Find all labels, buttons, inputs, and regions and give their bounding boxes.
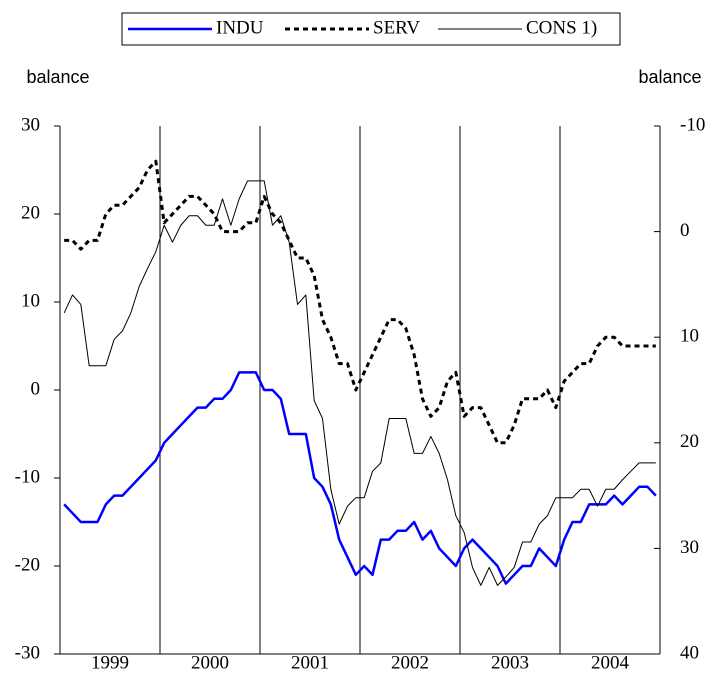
y-tick-label: 10 — [21, 290, 40, 311]
y2-tick-label: -10 — [680, 114, 705, 135]
y-tick-label: 0 — [31, 378, 41, 399]
y-tick-label: -10 — [15, 466, 40, 487]
x-tick-label: 2000 — [191, 652, 229, 673]
right-axis-label: balance — [638, 67, 701, 87]
series-line — [64, 159, 656, 445]
x-tick-label: 2004 — [591, 652, 630, 673]
y-tick-label: -30 — [15, 642, 40, 663]
y-tick-label: 30 — [21, 114, 40, 135]
y2-tick-label: 30 — [680, 537, 699, 558]
x-tick-label: 2003 — [491, 652, 529, 673]
legend-label: CONS 1) — [526, 17, 597, 38]
left-axis-label: balance — [26, 67, 89, 87]
x-tick-label: 1999 — [91, 652, 129, 673]
y2-tick-label: 10 — [680, 326, 699, 347]
series-line — [63, 180, 656, 586]
legend-label: SERV — [373, 17, 420, 38]
legend-label: INDU — [216, 17, 264, 38]
y-tick-label: -20 — [15, 554, 40, 575]
y2-tick-label: 20 — [680, 431, 699, 452]
legend-box — [121, 12, 621, 46]
x-tick-label: 2002 — [391, 652, 429, 673]
series-line — [63, 371, 657, 585]
y2-tick-label: 40 — [680, 642, 699, 663]
y-tick-label: 20 — [21, 202, 40, 223]
x-tick-label: 2001 — [291, 652, 329, 673]
y2-tick-label: 0 — [680, 220, 690, 241]
